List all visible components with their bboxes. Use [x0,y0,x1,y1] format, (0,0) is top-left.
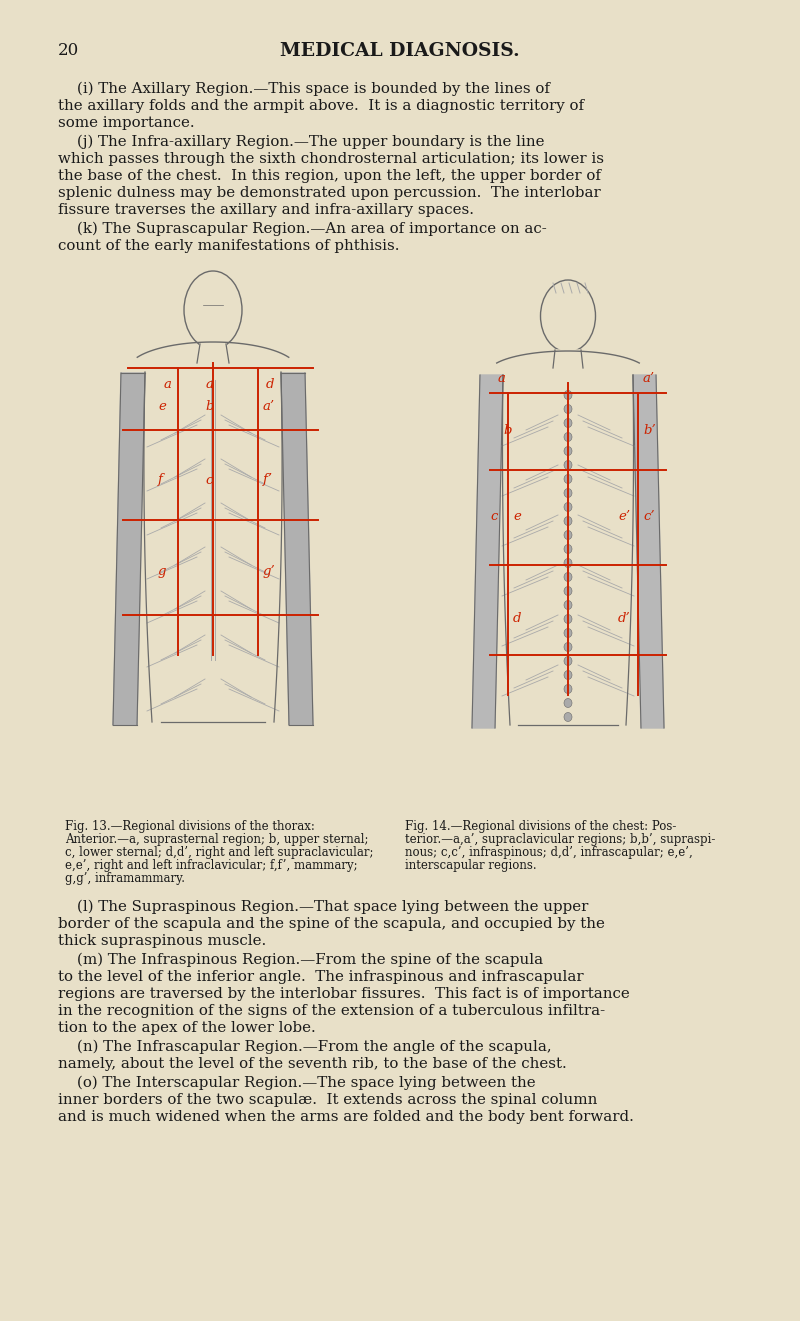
Text: a’: a’ [263,400,275,413]
Ellipse shape [564,587,572,596]
Ellipse shape [564,446,572,456]
Text: a: a [206,378,214,391]
Polygon shape [472,375,503,728]
Polygon shape [281,373,313,725]
Ellipse shape [564,517,572,526]
Text: (i) The Axillary Region.—This space is bounded by the lines of: (i) The Axillary Region.—This space is b… [58,82,550,96]
Ellipse shape [564,572,572,581]
Text: c: c [490,510,498,523]
Text: b: b [205,400,214,413]
Ellipse shape [564,699,572,708]
Text: a’: a’ [643,373,655,386]
Ellipse shape [564,559,572,568]
Ellipse shape [184,271,242,349]
Text: d: d [513,612,522,625]
Text: c’: c’ [643,510,654,523]
Text: namely, about the level of the seventh rib, to the base of the chest.: namely, about the level of the seventh r… [58,1057,566,1071]
Polygon shape [553,350,583,369]
Text: count of the early manifestations of phthisis.: count of the early manifestations of pht… [58,239,399,254]
Ellipse shape [564,502,572,511]
Text: a: a [498,373,506,386]
Text: (j) The Infra-axillary Region.—The upper boundary is the line: (j) The Infra-axillary Region.—The upper… [58,135,545,149]
Text: d’: d’ [618,612,630,625]
Text: splenic dulness may be demonstrated upon percussion.  The interlobar: splenic dulness may be demonstrated upon… [58,186,601,199]
Text: fissure traverses the axillary and infra-axillary spaces.: fissure traverses the axillary and infra… [58,203,474,217]
Text: which passes through the sixth chondrosternal articulation; its lower is: which passes through the sixth chondrost… [58,152,604,166]
Text: and is much widened when the arms are folded and the body bent forward.: and is much widened when the arms are fo… [58,1110,634,1124]
Ellipse shape [564,432,572,441]
Text: inner borders of the two scapulæ.  It extends across the spinal column: inner borders of the two scapulæ. It ext… [58,1092,598,1107]
Text: g: g [158,565,166,579]
Ellipse shape [564,614,572,624]
Text: d: d [266,378,274,391]
Text: (l) The Supraspinous Region.—That space lying between the upper: (l) The Supraspinous Region.—That space … [58,900,588,914]
Ellipse shape [564,489,572,498]
Ellipse shape [564,391,572,399]
Text: b: b [503,424,511,437]
Text: g,g’, inframammary.: g,g’, inframammary. [65,872,185,885]
Ellipse shape [564,671,572,679]
Text: to the level of the inferior angle.  The infraspinous and infrascapular: to the level of the inferior angle. The … [58,970,584,984]
Text: a: a [164,378,172,391]
Text: f’: f’ [263,473,273,486]
Ellipse shape [541,280,595,351]
Text: regions are traversed by the interlobar fissures.  This fact is of importance: regions are traversed by the interlobar … [58,987,630,1001]
Ellipse shape [564,461,572,469]
Text: tion to the apex of the lower lobe.: tion to the apex of the lower lobe. [58,1021,316,1034]
Text: thick supraspinous muscle.: thick supraspinous muscle. [58,934,281,948]
Ellipse shape [564,601,572,609]
Polygon shape [113,373,145,725]
Text: border of the scapula and the spine of the scapula, and occupied by the: border of the scapula and the spine of t… [58,917,605,931]
Text: some importance.: some importance. [58,116,194,129]
Polygon shape [197,343,229,363]
Ellipse shape [564,684,572,694]
Ellipse shape [564,657,572,666]
Polygon shape [633,375,664,728]
Ellipse shape [564,629,572,638]
Text: (m) The Infraspinous Region.—From the spine of the scapula: (m) The Infraspinous Region.—From the sp… [58,952,543,967]
Text: interscapular regions.: interscapular regions. [405,859,537,872]
Ellipse shape [564,544,572,553]
Text: the base of the chest.  In this region, upon the left, the upper border of: the base of the chest. In this region, u… [58,169,601,184]
Text: e,e’, right and left infraclavicular; f,f’, mammary;: e,e’, right and left infraclavicular; f,… [65,859,358,872]
Text: c, lower sternal; d,d’, right and left supraclavicular;: c, lower sternal; d,d’, right and left s… [65,845,374,859]
Ellipse shape [564,419,572,428]
Text: nous; c,c’, infraspinous; d,d’, infrascapular; e,e’,: nous; c,c’, infraspinous; d,d’, infrasca… [405,845,693,859]
Text: in the recognition of the signs of the extension of a tuberculous infiltra-: in the recognition of the signs of the e… [58,1004,605,1018]
Text: e: e [158,400,166,413]
Text: terior.—a,a’, supraclavicular regions; b,b’, supraspi-: terior.—a,a’, supraclavicular regions; b… [405,834,715,845]
Text: f: f [158,473,163,486]
Text: e: e [513,510,521,523]
Text: e’: e’ [618,510,630,523]
Ellipse shape [564,531,572,539]
Ellipse shape [564,712,572,721]
Text: (k) The Suprascapular Region.—An area of importance on ac-: (k) The Suprascapular Region.—An area of… [58,222,546,236]
Ellipse shape [564,642,572,651]
Text: Fig. 13.—Regional divisions of the thorax:: Fig. 13.—Regional divisions of the thora… [65,820,315,834]
Text: (o) The Interscapular Region.—The space lying between the: (o) The Interscapular Region.—The space … [58,1077,536,1090]
Text: c: c [205,473,212,486]
Text: b’: b’ [643,424,656,437]
Text: MEDICAL DIAGNOSIS.: MEDICAL DIAGNOSIS. [280,42,520,59]
Text: the axillary folds and the armpit above.  It is a diagnostic territory of: the axillary folds and the armpit above.… [58,99,584,114]
Text: Fig. 14.—Regional divisions of the chest: Pos-: Fig. 14.—Regional divisions of the chest… [405,820,676,834]
Text: g’: g’ [263,565,276,579]
Text: (n) The Infrascapular Region.—From the angle of the scapula,: (n) The Infrascapular Region.—From the a… [58,1040,552,1054]
Ellipse shape [564,404,572,413]
Text: 20: 20 [58,42,79,59]
Text: Anterior.—a, suprasternal region; b, upper sternal;: Anterior.—a, suprasternal region; b, upp… [65,834,369,845]
Ellipse shape [564,474,572,483]
